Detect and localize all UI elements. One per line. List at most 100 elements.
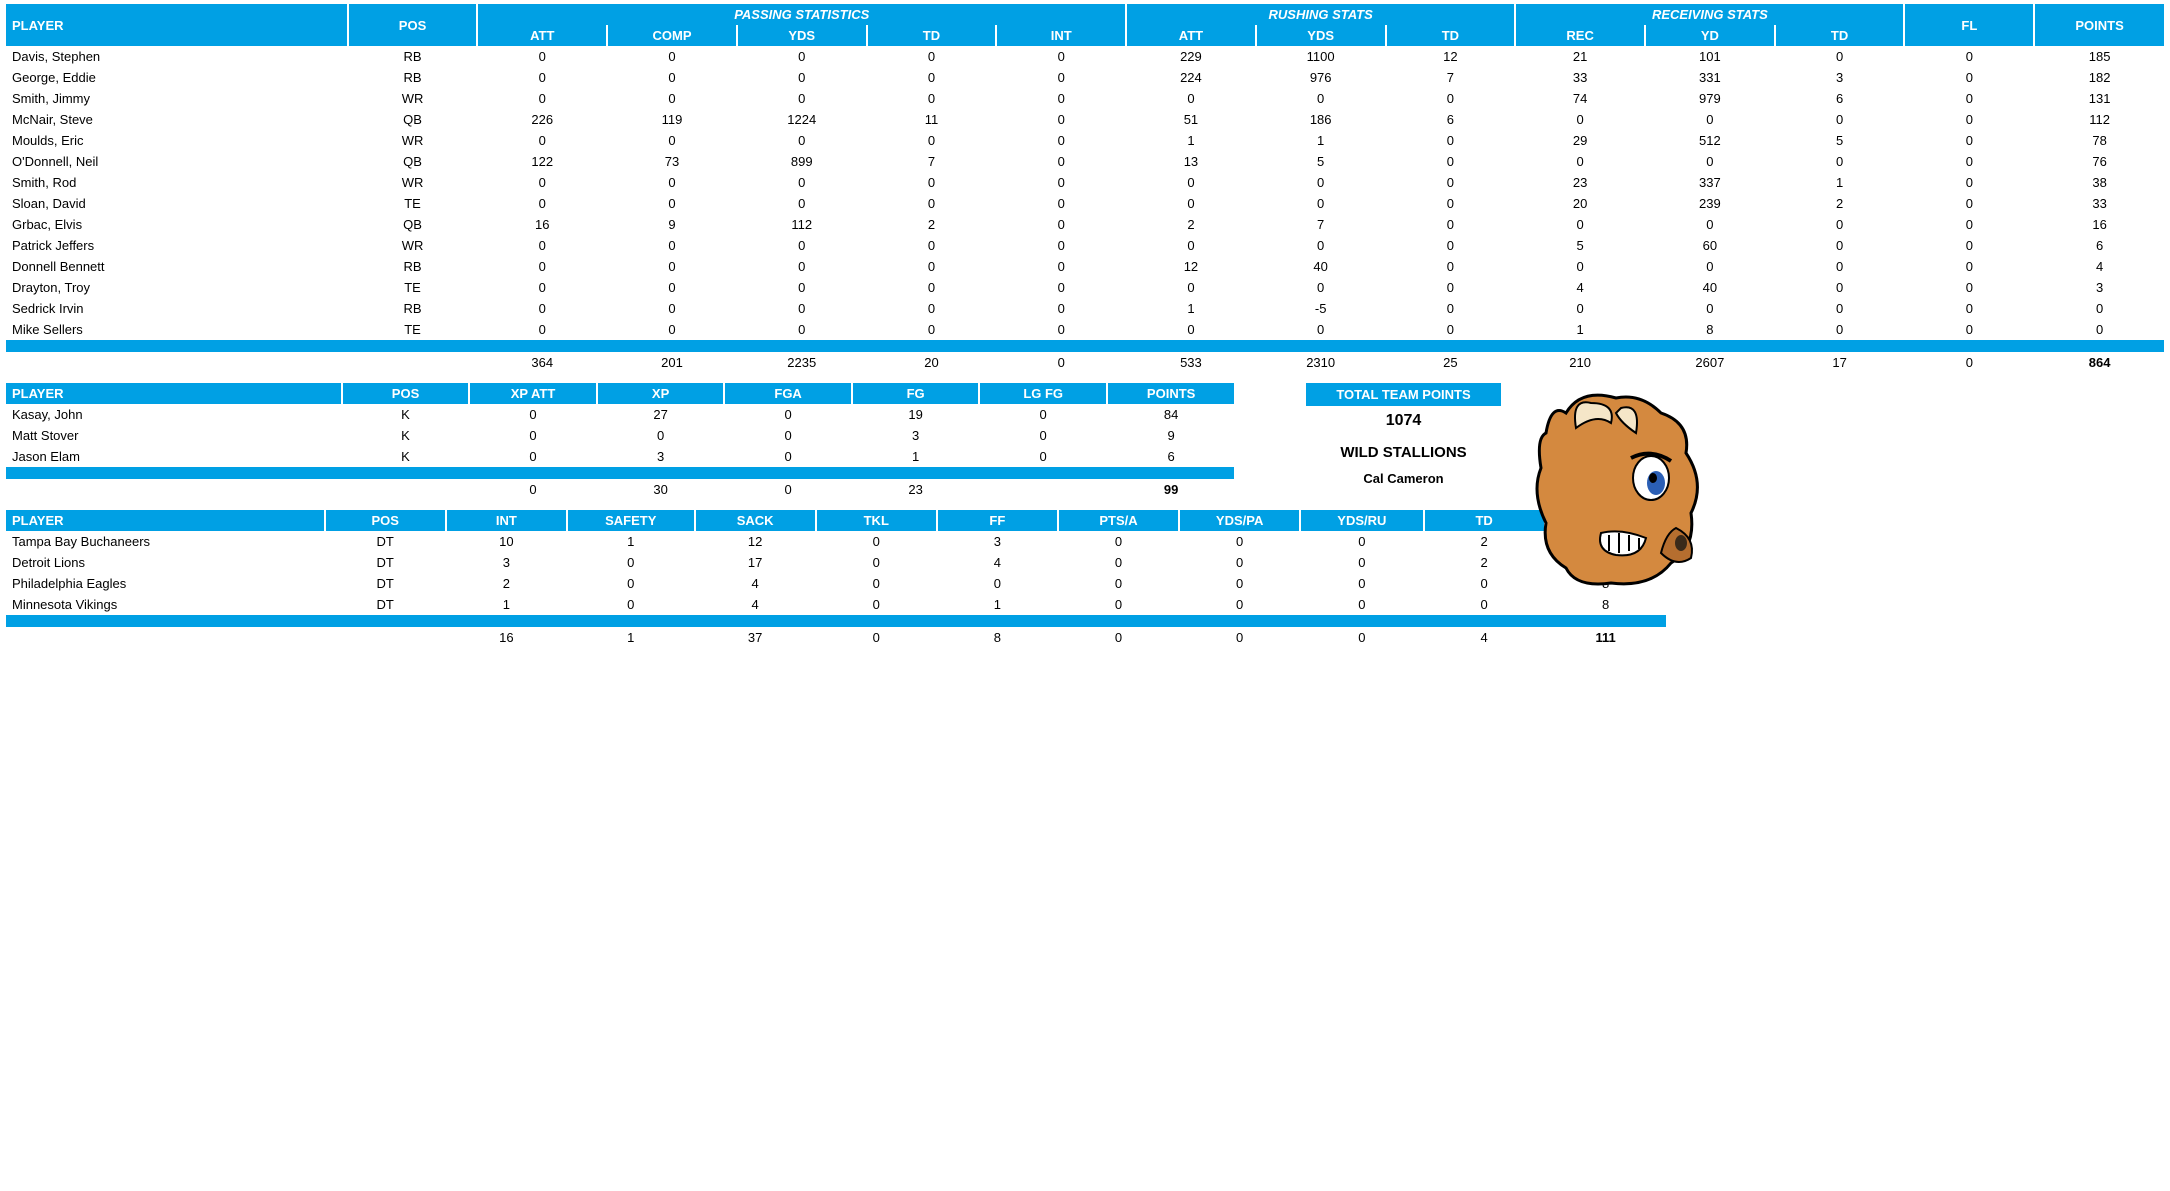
- cell: 6: [1387, 109, 1515, 130]
- table-row: George, EddieRB0000022497673333130182: [6, 67, 2164, 88]
- cell: 0: [478, 319, 606, 340]
- col-fl: FL: [1905, 4, 2033, 46]
- cell: 0: [738, 319, 866, 340]
- cell: 0: [1127, 172, 1255, 193]
- cell: 0: [1905, 46, 2033, 67]
- team-mascot-icon: [1521, 383, 1711, 596]
- cell: 0: [478, 130, 606, 151]
- cell: 0: [608, 235, 736, 256]
- cell: 0: [1905, 319, 2033, 340]
- cell: 0: [2035, 319, 2164, 340]
- cell: 0: [1387, 130, 1515, 151]
- total-rec: 210: [1516, 352, 1644, 373]
- col-xp-att: XP ATT: [470, 383, 596, 404]
- cell: 512: [1646, 130, 1774, 151]
- cell: Detroit Lions: [6, 552, 324, 573]
- cell: O'Donnell, Neil: [6, 151, 347, 172]
- cell: 0: [1257, 193, 1385, 214]
- cell: 0: [478, 172, 606, 193]
- cell: 0: [938, 573, 1057, 594]
- cell: 1: [938, 594, 1057, 615]
- cell: 1: [1127, 130, 1255, 151]
- cell: 29: [1516, 130, 1644, 151]
- cell: 0: [470, 446, 596, 467]
- cell: 0: [608, 319, 736, 340]
- cell: 0: [868, 277, 996, 298]
- total-xp: 30: [598, 479, 724, 500]
- col-points: POINTS: [1108, 383, 1234, 404]
- cell: Drayton, Troy: [6, 277, 347, 298]
- cell: 0: [2035, 298, 2164, 319]
- cell: 0: [1905, 214, 2033, 235]
- cell: K: [343, 404, 469, 425]
- total-rush-att: 533: [1127, 352, 1255, 373]
- cell: 0: [1905, 256, 2033, 277]
- cell: 1: [1776, 172, 1904, 193]
- cell: 12: [1127, 256, 1255, 277]
- cell: 2: [1776, 193, 1904, 214]
- cell: 1: [447, 594, 566, 615]
- cell: 0: [1905, 88, 2033, 109]
- cell: Sedrick Irvin: [6, 298, 347, 319]
- cell: 0: [1646, 256, 1774, 277]
- total-fg: 23: [853, 479, 979, 500]
- cell: 0: [1905, 130, 2033, 151]
- team-coach: Cal Cameron: [1306, 471, 1500, 486]
- team-summary: TOTAL TEAM POINTS 1074 WILD STALLIONS Ca…: [1306, 383, 1500, 486]
- cell: 8: [1646, 319, 1774, 340]
- total-rush-yds: 2310: [1257, 352, 1385, 373]
- cell: 0: [1646, 109, 1774, 130]
- group-receiving: RECEIVING STATS: [1516, 4, 1903, 25]
- cell: Jason Elam: [6, 446, 341, 467]
- cell: 0: [868, 256, 996, 277]
- cell: 0: [608, 46, 736, 67]
- cell: 0: [1905, 193, 2033, 214]
- cell: 0: [1646, 214, 1774, 235]
- group-passing: PASSING STATISTICS: [478, 4, 1125, 25]
- total-fga: 0: [725, 479, 851, 500]
- cell: 0: [1387, 193, 1515, 214]
- table-row: Moulds, EricWR00000110295125078: [6, 130, 2164, 151]
- cell: 16: [2035, 214, 2164, 235]
- table-row: Matt StoverK000309: [6, 425, 1234, 446]
- col-int: INT: [997, 25, 1125, 46]
- cell: 979: [1646, 88, 1774, 109]
- cell: 0: [1059, 531, 1178, 552]
- cell: 337: [1646, 172, 1774, 193]
- col-pass-att: ATT: [478, 25, 606, 46]
- cell: 1224: [738, 109, 866, 130]
- cell: 0: [868, 193, 996, 214]
- cell: 0: [1905, 235, 2033, 256]
- cell: 0: [738, 88, 866, 109]
- cell: 0: [1257, 319, 1385, 340]
- cell: 185: [2035, 46, 2164, 67]
- cell: WR: [349, 130, 477, 151]
- cell: 0: [1646, 298, 1774, 319]
- cell: 0: [817, 573, 936, 594]
- total-comp: 201: [608, 352, 736, 373]
- cell: 74: [1516, 88, 1644, 109]
- cell: Donnell Bennett: [6, 256, 347, 277]
- cell: 0: [478, 277, 606, 298]
- cell: 0: [1425, 594, 1544, 615]
- total-xp-att: 0: [470, 479, 596, 500]
- cell: RB: [349, 298, 477, 319]
- total-int: 16: [447, 627, 566, 648]
- total-rec-td: 17: [1776, 352, 1904, 373]
- cell: Sloan, David: [6, 193, 347, 214]
- cell: 0: [980, 425, 1106, 446]
- cell: 21: [1516, 46, 1644, 67]
- cell: 0: [1905, 277, 2033, 298]
- cell: WR: [349, 172, 477, 193]
- col-rush-yds: YDS: [1257, 25, 1385, 46]
- team-points-header: TOTAL TEAM POINTS: [1306, 383, 1500, 406]
- cell: 0: [868, 46, 996, 67]
- col-tkl: TKL: [817, 510, 936, 531]
- cell: QB: [349, 151, 477, 172]
- cell: 3: [1776, 67, 1904, 88]
- cell: TE: [349, 319, 477, 340]
- cell: QB: [349, 109, 477, 130]
- cell: WR: [349, 235, 477, 256]
- cell: 0: [997, 67, 1125, 88]
- col-points: POINTS: [2035, 4, 2164, 46]
